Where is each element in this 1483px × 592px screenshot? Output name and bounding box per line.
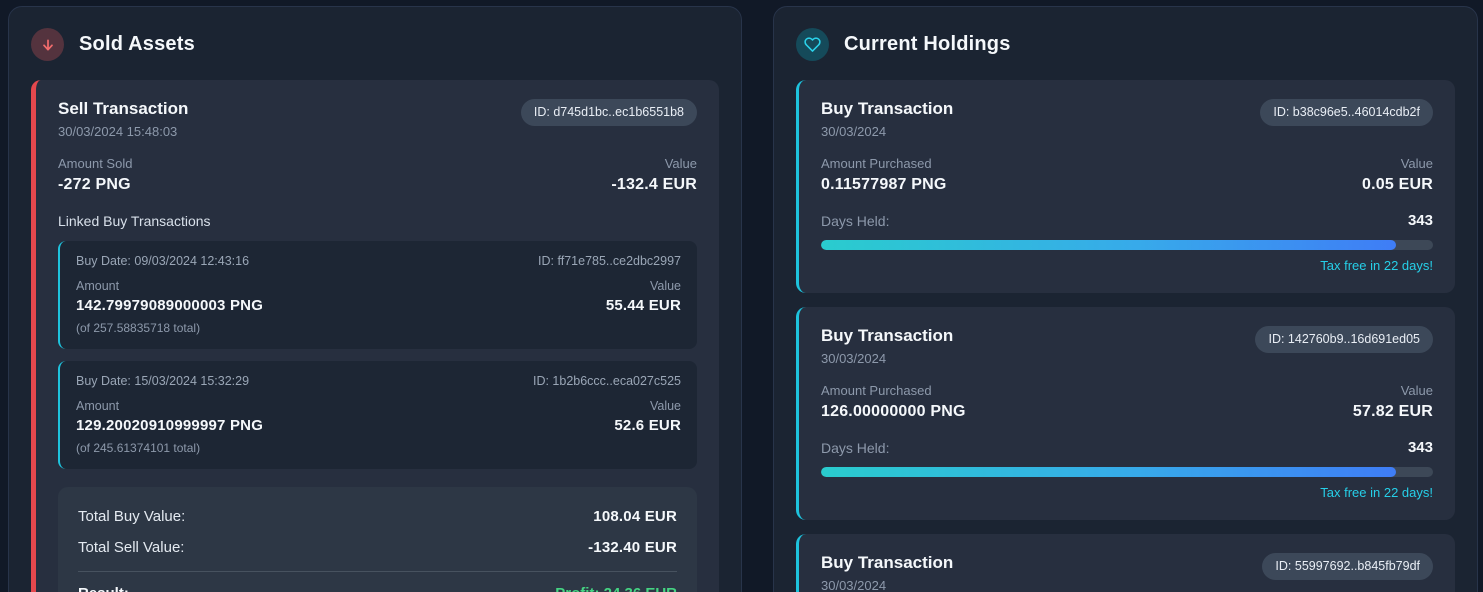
- sold-assets-header: Sold Assets: [31, 28, 719, 61]
- buy-transaction-title: Buy Transaction: [821, 553, 954, 572]
- sell-amount-value-row: Amount Sold -272 PNG Value -132.4 EUR: [58, 156, 697, 194]
- result-row: Result: Profit: 24.36 EUR: [78, 578, 677, 592]
- buy-transaction-date: 30/03/2024: [821, 351, 887, 366]
- linked-buy-transaction-card[interactable]: Buy Date: 15/03/2024 15:32:29 ID: 1b2b6c…: [58, 361, 697, 469]
- linked-buy-amount-row: Amount 142.79979089000003 PNG (of 257.58…: [76, 279, 681, 335]
- buy-transaction-card[interactable]: Buy Transaction 30/03/2024 ID: 142760b9.…: [796, 307, 1455, 520]
- amount-purchased-value: 0.11577987 PNG: [821, 176, 947, 193]
- sell-card-header: Sell Transaction 30/03/2024 15:48:03 ID:…: [58, 99, 697, 139]
- total-buy-label: Total Buy Value:: [78, 508, 186, 525]
- value-label: Value: [1400, 156, 1433, 171]
- days-held-value: 343: [1407, 212, 1433, 229]
- heart-icon: [796, 28, 829, 61]
- value-label: Value: [649, 399, 681, 413]
- linked-buy-amount-row: Amount 129.20020910999997 PNG (of 245.61…: [76, 399, 681, 455]
- linked-buy-value: 55.44 EUR: [605, 297, 681, 314]
- days-held-row: Days Held: 343: [821, 212, 1433, 229]
- tax-free-note: Tax free in 22 days!: [1320, 485, 1433, 500]
- current-holdings-header: Current Holdings: [796, 28, 1455, 61]
- linked-buy-header: Buy Date: 09/03/2024 12:43:16 ID: ff71e7…: [76, 254, 681, 268]
- buy-transaction-id-badge: ID: b38c96e5..46014cdb2f: [1260, 99, 1433, 126]
- sold-assets-panel: Sold Assets Sell Transaction 30/03/2024 …: [8, 6, 742, 592]
- amount-label: Amount: [76, 399, 120, 413]
- days-held-label: Days Held:: [821, 212, 890, 229]
- linked-buy-id: ID: ff71e785..ce2dbc2997: [538, 254, 681, 268]
- linked-buy-amount: 129.20020910999997 PNG: [76, 417, 264, 434]
- linked-buy-date: Buy Date: 15/03/2024 15:32:29: [76, 374, 250, 388]
- profit-value: Profit: 24.36 EUR: [555, 585, 677, 592]
- amount-sold-value: -272 PNG: [58, 176, 131, 193]
- linked-buy-of-total: (of 245.61374101 total): [76, 441, 201, 455]
- linked-buy-header: Buy Date: 15/03/2024 15:32:29 ID: 1b2b6c…: [76, 374, 681, 388]
- linked-buy-amount: 142.79979089000003 PNG: [76, 297, 264, 314]
- days-held-progress-track: [821, 240, 1433, 250]
- amount-purchased-label: Amount Purchased: [821, 383, 932, 398]
- arrow-down-icon: [31, 28, 64, 61]
- buy-amount-value-row: Amount Purchased 126.00000000 PNG Value …: [821, 383, 1433, 421]
- buy-transaction-card[interactable]: Buy Transaction 30/03/2024 ID: b38c96e5.…: [796, 80, 1455, 293]
- days-held-label: Days Held:: [821, 439, 890, 456]
- amount-purchased-value: 126.00000000 PNG: [821, 403, 966, 420]
- sell-transaction-id-badge: ID: d745d1bc..ec1b6551b8: [520, 99, 697, 126]
- buy-transaction-title: Buy Transaction: [821, 99, 954, 118]
- days-held-progress-fill: [821, 240, 1397, 250]
- linked-buy-value: 52.6 EUR: [614, 417, 681, 434]
- total-sell-row: Total Sell Value: -132.40 EUR: [78, 532, 677, 563]
- buy-transaction-card[interactable]: Buy Transaction 30/03/2024 ID: 55997692.…: [796, 534, 1455, 592]
- value-label: Value: [1400, 383, 1433, 398]
- totals-summary-box: Total Buy Value: 108.04 EUR Total Sell V…: [58, 487, 697, 592]
- amount-label: Amount: [76, 279, 120, 293]
- buy-transaction-date: 30/03/2024: [821, 578, 887, 592]
- current-holdings-panel: Current Holdings Buy Transaction 30/03/2…: [773, 6, 1478, 592]
- holding-value: 57.82 EUR: [1352, 403, 1433, 420]
- totals-divider: [78, 571, 677, 572]
- days-held-value: 343: [1407, 439, 1433, 456]
- linked-buy-transactions-title: Linked Buy Transactions: [58, 213, 211, 229]
- total-buy-value: 108.04 EUR: [593, 508, 677, 525]
- linked-buy-date: Buy Date: 09/03/2024 12:43:16: [76, 254, 250, 268]
- amount-sold-label: Amount Sold: [58, 156, 133, 171]
- days-held-progress-fill: [821, 467, 1397, 477]
- buy-card-header: Buy Transaction 30/03/2024 ID: b38c96e5.…: [821, 99, 1433, 139]
- panel-title-current-holdings: Current Holdings: [844, 33, 1011, 55]
- amount-purchased-label: Amount Purchased: [821, 156, 932, 171]
- days-held-progress-track: [821, 467, 1433, 477]
- value-label: Value: [664, 156, 697, 171]
- tax-free-note: Tax free in 22 days!: [1320, 258, 1433, 273]
- buy-transaction-date: 30/03/2024: [821, 124, 887, 139]
- days-held-row: Days Held: 343: [821, 439, 1433, 456]
- buy-transaction-id-badge: ID: 55997692..b845fb79df: [1262, 553, 1433, 580]
- sell-transaction-card[interactable]: Sell Transaction 30/03/2024 15:48:03 ID:…: [31, 80, 719, 592]
- sell-value: -132.4 EUR: [611, 176, 697, 193]
- buy-card-header: Buy Transaction 30/03/2024 ID: 55997692.…: [821, 553, 1433, 592]
- panel-title-sold-assets: Sold Assets: [79, 33, 195, 55]
- buy-card-header: Buy Transaction 30/03/2024 ID: 142760b9.…: [821, 326, 1433, 366]
- sell-transaction-title: Sell Transaction: [58, 99, 189, 118]
- buy-transaction-id-badge: ID: 142760b9..16d691ed05: [1255, 326, 1433, 353]
- buy-transaction-title: Buy Transaction: [821, 326, 954, 345]
- value-label: Value: [649, 279, 681, 293]
- result-label: Result:: [78, 585, 129, 592]
- linked-buy-id: ID: 1b2b6ccc..eca027c525: [532, 374, 681, 388]
- linked-buy-of-total: (of 257.58835718 total): [76, 321, 201, 335]
- total-buy-row: Total Buy Value: 108.04 EUR: [78, 501, 677, 532]
- total-sell-value: -132.40 EUR: [588, 539, 677, 556]
- buy-amount-value-row: Amount Purchased 0.11577987 PNG Value 0.…: [821, 156, 1433, 194]
- sell-transaction-datetime: 30/03/2024 15:48:03: [58, 124, 178, 139]
- linked-buy-transaction-card[interactable]: Buy Date: 09/03/2024 12:43:16 ID: ff71e7…: [58, 241, 697, 349]
- total-sell-label: Total Sell Value:: [78, 539, 185, 556]
- holding-value: 0.05 EUR: [1362, 176, 1433, 193]
